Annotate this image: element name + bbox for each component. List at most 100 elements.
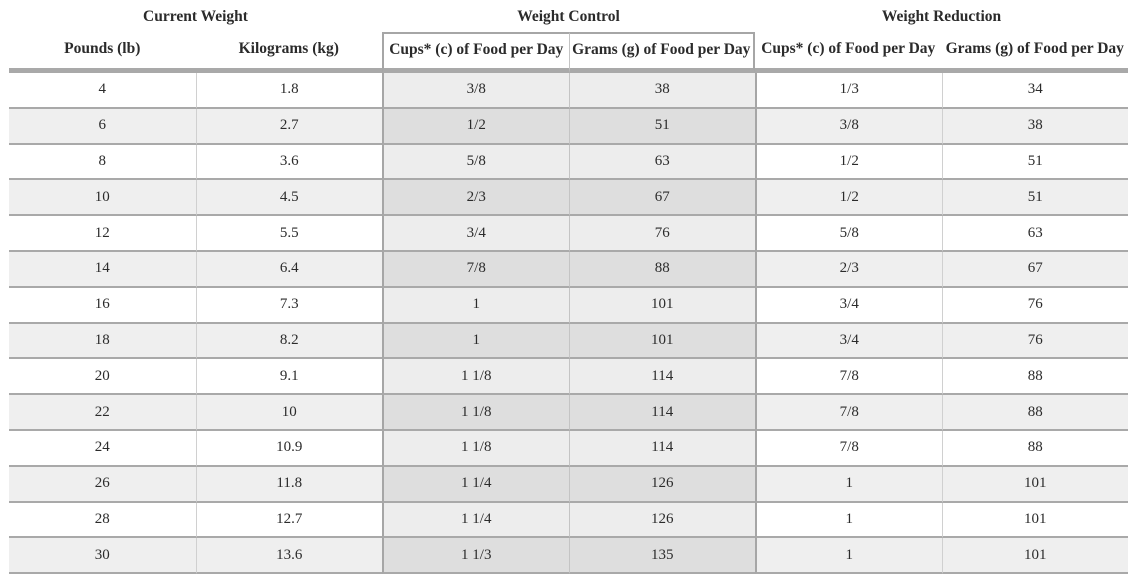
table-cell: 11.8: [195, 466, 382, 503]
table-cell: 38: [941, 108, 1128, 145]
table-cell: 114: [568, 430, 755, 467]
table-row: 8 3.6 5/8 63 1/2 51: [9, 144, 1128, 181]
table-cell: 22: [9, 395, 196, 431]
table-cell: 1 1/4: [382, 466, 569, 503]
table-row: 22 10 1 1/8 114 7/8 88: [9, 395, 1128, 431]
table-cell: 1: [755, 502, 942, 539]
column-header-row: Pounds (lb) Kilograms (kg) Cups* (c) of …: [9, 32, 1128, 73]
table-cell: 7/8: [382, 251, 569, 288]
table-cell: 88: [568, 251, 755, 288]
table-cell: 12.7: [195, 502, 382, 539]
table-cell: 1 1/8: [382, 359, 569, 396]
table-cell: 88: [941, 395, 1128, 431]
table-cell: 7/8: [755, 395, 942, 431]
table-cell: 1: [382, 287, 569, 324]
table-cell: 3/4: [382, 216, 569, 252]
table-cell: 126: [568, 466, 755, 503]
table-cell: 24: [9, 430, 196, 467]
table-cell: 4.5: [195, 180, 382, 217]
table-cell: 101: [568, 323, 755, 360]
table-cell: 135: [568, 538, 755, 575]
table-row: 12 5.5 3/4 76 5/8 63: [9, 216, 1128, 252]
table-row: 18 8.2 1 101 3/4 76: [9, 323, 1128, 360]
table-body: 4 1.8 3/8 38 1/3 34 6 2.7 1/2 51 3/8 38 8 3.6 5/8 63 1/2…: [9, 73, 1128, 575]
table-cell: 101: [941, 538, 1128, 575]
feeding-guide-table: Current Weight Weight Control Weight Red…: [9, 4, 1128, 575]
table-cell: 1: [755, 538, 942, 575]
table-row: 6 2.7 1/2 51 3/8 38: [9, 108, 1128, 145]
table-cell: 114: [568, 359, 755, 396]
table-cell: 1 1/8: [382, 430, 569, 467]
table-row: 24 10.9 1 1/8 114 7/8 88: [9, 430, 1128, 467]
table-cell: 1/2: [755, 144, 942, 181]
table-row: 10 4.5 2/3 67 1/2 51: [9, 180, 1128, 217]
table-row: 20 9.1 1 1/8 114 7/8 88: [9, 359, 1128, 396]
table-cell: 1: [755, 466, 942, 503]
table-cell: 3/4: [755, 287, 942, 324]
table-cell: 3/8: [382, 73, 569, 109]
table-cell: 8.2: [195, 323, 382, 360]
table-cell: 2/3: [755, 251, 942, 288]
table-cell: 2/3: [382, 180, 569, 217]
group-header-weight-control: Weight Control: [382, 4, 755, 32]
table-cell: 1/2: [755, 180, 942, 217]
table-cell: 67: [568, 180, 755, 217]
table-cell: 10: [9, 180, 196, 217]
table-cell: 1/2: [382, 108, 569, 145]
table-cell: 67: [941, 251, 1128, 288]
table-cell: 51: [941, 180, 1128, 217]
column-header-wc-grams: Grams (g) of Food per Day: [568, 32, 755, 73]
column-header-wr-grams: Grams (g) of Food per Day: [941, 32, 1128, 73]
table-cell: 63: [568, 144, 755, 181]
table-cell: 8: [9, 144, 196, 181]
column-header-kilograms: Kilograms (kg): [195, 32, 382, 73]
table-cell: 13.6: [195, 538, 382, 575]
table-cell: 3/4: [755, 323, 942, 360]
table-cell: 1 1/4: [382, 502, 569, 539]
table-cell: 6: [9, 108, 196, 145]
table-cell: 38: [568, 73, 755, 109]
table-cell: 1 1/3: [382, 538, 569, 575]
table-cell: 18: [9, 323, 196, 360]
table-cell: 7/8: [755, 359, 942, 396]
column-header-wr-cups: Cups* (c) of Food per Day: [755, 32, 942, 73]
group-header-weight-reduction: Weight Reduction: [755, 4, 1128, 32]
table-cell: 12: [9, 216, 196, 252]
table-cell: 1: [382, 323, 569, 360]
column-header-pounds: Pounds (lb): [9, 32, 196, 73]
table-cell: 5/8: [382, 144, 569, 181]
table-cell: 26: [9, 466, 196, 503]
table-cell: 1 1/8: [382, 395, 569, 431]
table-row: 30 13.6 1 1/3 135 1 101: [9, 538, 1128, 575]
table-cell: 51: [941, 144, 1128, 181]
table-cell: 76: [568, 216, 755, 252]
table-cell: 6.4: [195, 251, 382, 288]
table-cell: 30: [9, 538, 196, 575]
table-row: 16 7.3 1 101 3/4 76: [9, 287, 1128, 324]
table-cell: 2.7: [195, 108, 382, 145]
table-cell: 7.3: [195, 287, 382, 324]
table-cell: 3.6: [195, 144, 382, 181]
table-cell: 76: [941, 323, 1128, 360]
table-cell: 3/8: [755, 108, 942, 145]
table-cell: 4: [9, 73, 196, 109]
table-row: 28 12.7 1 1/4 126 1 101: [9, 502, 1128, 539]
table-cell: 5.5: [195, 216, 382, 252]
table-cell: 51: [568, 108, 755, 145]
table-cell: 28: [9, 502, 196, 539]
table-cell: 63: [941, 216, 1128, 252]
table-cell: 16: [9, 287, 196, 324]
group-header-row: Current Weight Weight Control Weight Red…: [9, 4, 1128, 32]
column-header-wc-cups: Cups* (c) of Food per Day: [382, 32, 569, 73]
table-cell: 88: [941, 359, 1128, 396]
table-cell: 1/3: [755, 73, 942, 109]
table-cell: 10: [195, 395, 382, 431]
table-row: 14 6.4 7/8 88 2/3 67: [9, 251, 1128, 288]
table-row: 4 1.8 3/8 38 1/3 34: [9, 73, 1128, 109]
table-cell: 20: [9, 359, 196, 396]
table-cell: 10.9: [195, 430, 382, 467]
table-cell: 34: [941, 73, 1128, 109]
table-row: 26 11.8 1 1/4 126 1 101: [9, 466, 1128, 503]
table-cell: 1.8: [195, 73, 382, 109]
